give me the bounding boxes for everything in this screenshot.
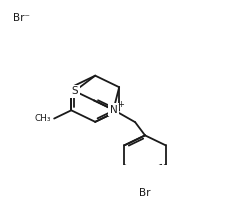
Text: S: S [71, 86, 78, 96]
Text: N: N [109, 105, 117, 115]
Text: Br⁻: Br⁻ [13, 13, 30, 23]
Text: +: + [116, 100, 123, 109]
Text: CH₃: CH₃ [35, 114, 51, 123]
Text: Br: Br [139, 188, 150, 198]
